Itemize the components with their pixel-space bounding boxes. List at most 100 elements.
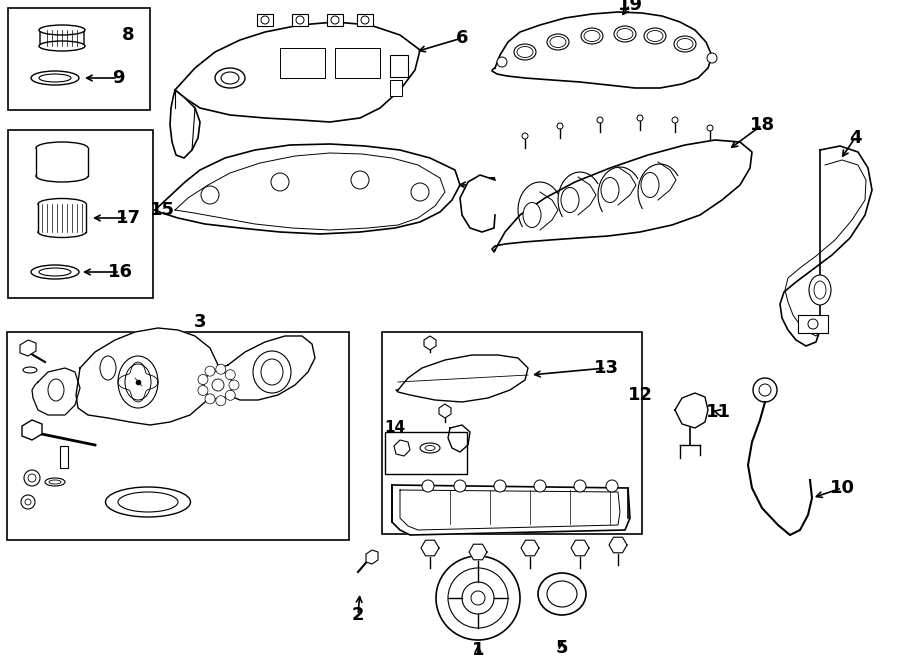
Ellipse shape (39, 41, 85, 51)
Ellipse shape (215, 68, 245, 88)
Ellipse shape (523, 202, 541, 227)
Text: 18: 18 (750, 116, 775, 134)
Ellipse shape (48, 379, 64, 401)
Circle shape (637, 115, 643, 121)
Ellipse shape (100, 356, 116, 380)
Ellipse shape (31, 71, 79, 85)
Circle shape (331, 16, 339, 24)
Circle shape (597, 117, 603, 123)
Circle shape (759, 384, 771, 396)
Text: 10: 10 (830, 479, 854, 497)
Circle shape (462, 582, 494, 614)
Polygon shape (155, 144, 460, 234)
Polygon shape (392, 485, 630, 535)
Text: 11: 11 (706, 403, 731, 421)
Ellipse shape (809, 275, 831, 305)
Polygon shape (366, 550, 378, 564)
Circle shape (672, 117, 678, 123)
Bar (335, 48, 380, 78)
Ellipse shape (253, 351, 291, 393)
Ellipse shape (125, 364, 151, 400)
Ellipse shape (617, 28, 633, 40)
Bar (385, 432, 467, 474)
Circle shape (216, 364, 226, 374)
Ellipse shape (814, 281, 826, 299)
Polygon shape (469, 544, 487, 560)
FancyBboxPatch shape (40, 28, 84, 48)
Ellipse shape (644, 28, 666, 44)
Circle shape (28, 474, 36, 482)
Circle shape (201, 186, 219, 204)
Polygon shape (32, 368, 80, 415)
Text: 19: 19 (617, 0, 643, 14)
Bar (390, 55, 408, 77)
Polygon shape (22, 420, 42, 440)
Bar (257, 14, 273, 26)
Ellipse shape (641, 173, 659, 198)
Ellipse shape (425, 446, 435, 451)
Ellipse shape (38, 198, 86, 210)
Ellipse shape (36, 142, 88, 154)
Ellipse shape (31, 265, 79, 279)
Ellipse shape (261, 359, 283, 385)
Bar (7, 332, 349, 540)
Circle shape (753, 378, 777, 402)
Ellipse shape (581, 28, 603, 44)
Ellipse shape (39, 25, 85, 35)
Ellipse shape (674, 36, 696, 52)
Circle shape (198, 375, 208, 385)
Circle shape (351, 171, 369, 189)
Ellipse shape (601, 178, 619, 202)
Text: 1: 1 (472, 641, 484, 659)
Ellipse shape (550, 36, 566, 48)
Circle shape (198, 385, 208, 395)
Text: 2: 2 (352, 606, 365, 624)
Ellipse shape (105, 487, 191, 517)
Ellipse shape (614, 26, 636, 42)
Text: 6: 6 (455, 29, 468, 47)
Bar (36, 148, 88, 176)
Polygon shape (571, 540, 589, 556)
Polygon shape (609, 537, 627, 553)
Ellipse shape (547, 34, 569, 50)
Circle shape (225, 390, 235, 401)
Circle shape (448, 568, 508, 628)
Circle shape (436, 556, 520, 640)
Circle shape (606, 480, 618, 492)
Polygon shape (421, 540, 439, 556)
Circle shape (522, 133, 528, 139)
Circle shape (808, 319, 818, 329)
Circle shape (296, 16, 304, 24)
Text: 8: 8 (122, 26, 134, 44)
Text: 15: 15 (149, 201, 175, 219)
Bar (38, 204, 86, 232)
Bar (8, 8, 150, 110)
Ellipse shape (561, 188, 579, 212)
Bar (798, 315, 828, 333)
Circle shape (534, 480, 546, 492)
Bar (292, 14, 308, 26)
Polygon shape (448, 425, 470, 452)
Bar (382, 332, 642, 534)
Ellipse shape (23, 367, 37, 373)
Ellipse shape (514, 44, 536, 60)
Ellipse shape (584, 30, 600, 42)
Text: 9: 9 (112, 69, 124, 87)
Ellipse shape (221, 72, 239, 84)
Circle shape (707, 53, 717, 63)
Text: 16: 16 (107, 263, 132, 281)
Polygon shape (492, 12, 712, 88)
Circle shape (707, 125, 713, 131)
Bar (390, 80, 402, 96)
Circle shape (225, 369, 235, 379)
Ellipse shape (118, 492, 178, 512)
Circle shape (229, 380, 239, 390)
Text: 4: 4 (849, 129, 861, 147)
Circle shape (454, 480, 466, 492)
Circle shape (574, 480, 586, 492)
Circle shape (205, 366, 215, 376)
Circle shape (205, 394, 215, 404)
Circle shape (557, 123, 563, 129)
Polygon shape (20, 340, 36, 356)
Polygon shape (492, 140, 752, 252)
